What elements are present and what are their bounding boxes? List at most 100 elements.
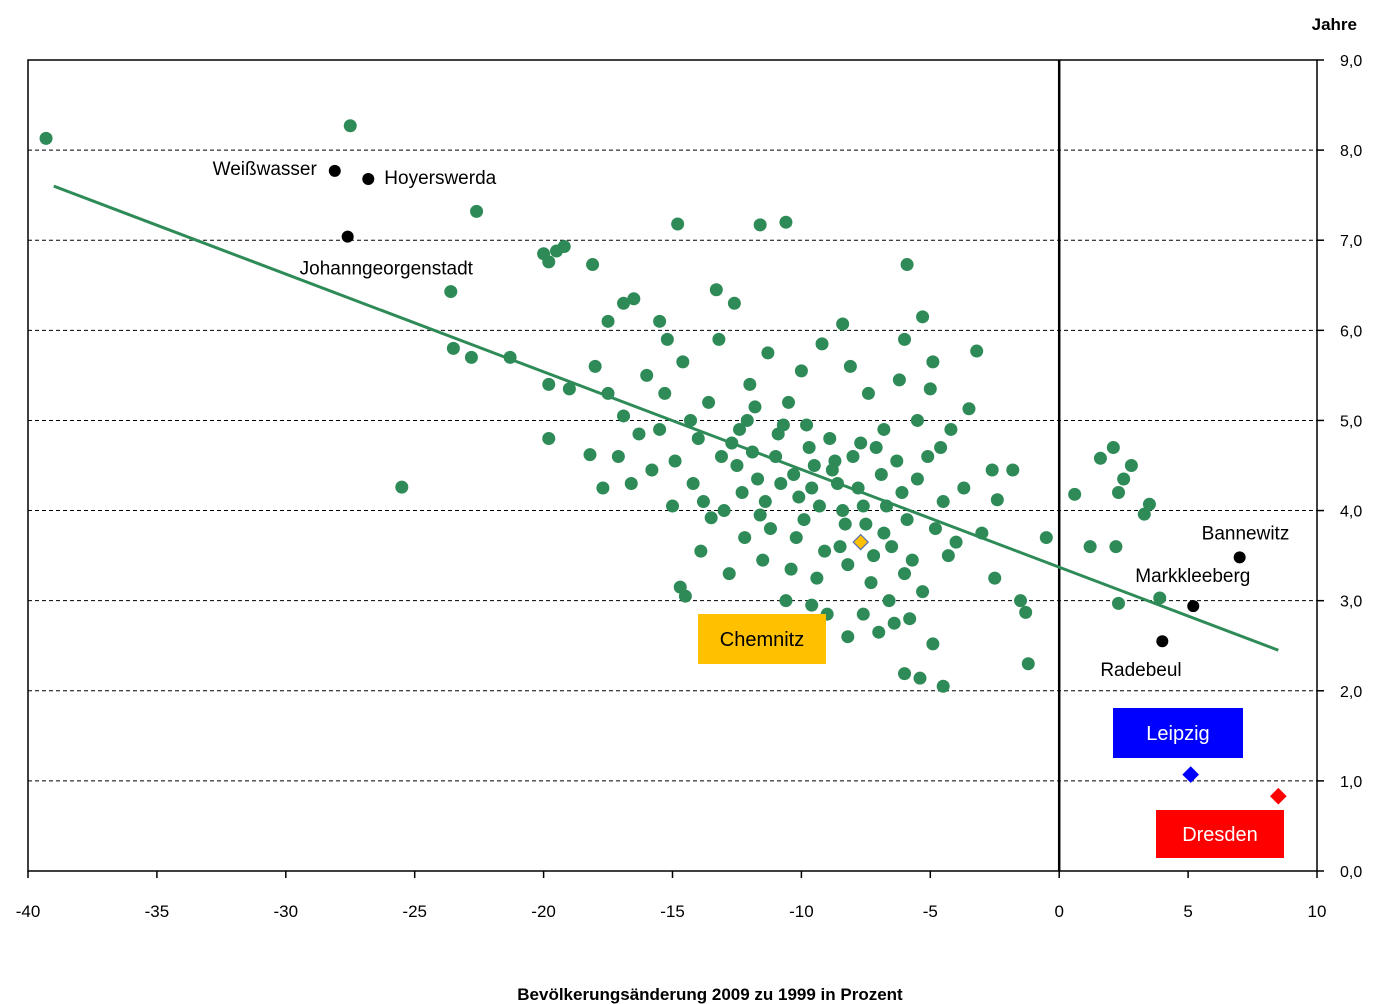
city-box bbox=[1156, 810, 1284, 858]
x-tick-label: -5 bbox=[923, 902, 938, 921]
city-box-label: Dresden bbox=[1182, 824, 1258, 846]
x-tick-label: -15 bbox=[660, 902, 685, 921]
data-point bbox=[846, 449, 860, 463]
data-point bbox=[1019, 605, 1033, 619]
labeled-point bbox=[341, 230, 354, 243]
data-point bbox=[740, 413, 754, 427]
data-point bbox=[910, 472, 924, 486]
data-point bbox=[913, 671, 927, 685]
data-point bbox=[617, 409, 631, 423]
data-point bbox=[877, 526, 891, 540]
data-point bbox=[753, 508, 767, 522]
data-point bbox=[660, 332, 674, 346]
data-point bbox=[395, 480, 409, 494]
y-tick-label: 7,0 bbox=[1340, 233, 1362, 250]
data-point bbox=[727, 296, 741, 310]
data-point bbox=[887, 616, 901, 630]
data-point bbox=[970, 344, 984, 358]
data-point bbox=[733, 422, 747, 436]
data-point bbox=[836, 504, 850, 518]
data-point bbox=[446, 341, 460, 355]
city-marker bbox=[1182, 766, 1200, 783]
labeled-point bbox=[362, 172, 375, 185]
data-point bbox=[885, 540, 899, 554]
data-point bbox=[771, 427, 785, 441]
x-tick-label: -30 bbox=[274, 902, 299, 921]
data-point bbox=[962, 402, 976, 416]
data-point bbox=[859, 517, 873, 531]
data-point bbox=[751, 472, 765, 486]
data-point bbox=[583, 448, 597, 462]
data-point bbox=[624, 477, 638, 491]
x-tick-label: -20 bbox=[531, 902, 556, 921]
data-point bbox=[926, 355, 940, 369]
y-axis-title: Jahre bbox=[1312, 15, 1357, 34]
data-point bbox=[748, 400, 762, 414]
x-tick-label: 5 bbox=[1183, 902, 1192, 921]
data-point bbox=[678, 589, 692, 603]
data-point bbox=[743, 377, 757, 391]
data-point bbox=[856, 499, 870, 513]
data-point bbox=[470, 204, 484, 218]
data-point bbox=[794, 364, 808, 378]
data-point bbox=[601, 314, 615, 328]
data-point bbox=[1137, 507, 1151, 521]
data-point bbox=[586, 258, 600, 272]
city-label: Bannewitz bbox=[1202, 523, 1290, 544]
data-point bbox=[882, 594, 896, 608]
data-point bbox=[640, 368, 654, 382]
data-point bbox=[895, 486, 909, 500]
data-point bbox=[807, 459, 821, 472]
data-point bbox=[1014, 594, 1028, 608]
data-point bbox=[825, 463, 839, 477]
data-point bbox=[779, 594, 793, 608]
x-tick-label: -40 bbox=[16, 902, 41, 921]
data-point bbox=[782, 395, 796, 409]
highlighted-cities: Chemnitz Leipzig Dresden bbox=[698, 533, 1287, 858]
city-marker bbox=[852, 533, 870, 551]
data-point bbox=[941, 549, 955, 563]
data-point bbox=[1111, 486, 1125, 500]
x-axis-ticks: -40 -35 -30 -25 -20 -15 -10 -5 0 5 10 bbox=[16, 871, 1327, 921]
data-point bbox=[542, 255, 556, 269]
data-point bbox=[709, 283, 723, 297]
data-point bbox=[1021, 657, 1035, 671]
data-point bbox=[671, 217, 685, 231]
data-point bbox=[864, 576, 878, 590]
city-box-label: Leipzig bbox=[1146, 723, 1209, 745]
data-point bbox=[916, 310, 930, 324]
data-point bbox=[944, 422, 958, 436]
data-point bbox=[717, 504, 731, 518]
data-point bbox=[653, 314, 667, 328]
data-point bbox=[658, 386, 672, 400]
data-point bbox=[800, 418, 814, 432]
data-point bbox=[898, 567, 912, 581]
data-point bbox=[774, 477, 788, 491]
data-point bbox=[758, 495, 772, 509]
data-point bbox=[836, 317, 850, 331]
data-point bbox=[714, 449, 728, 463]
city-label: Johanngeorgenstadt bbox=[300, 259, 474, 280]
data-point bbox=[877, 422, 891, 436]
data-point bbox=[1117, 472, 1131, 486]
data-point bbox=[903, 612, 917, 626]
data-point bbox=[645, 463, 659, 477]
data-point bbox=[676, 355, 690, 369]
data-point bbox=[691, 431, 705, 445]
data-point bbox=[1142, 497, 1156, 511]
data-point bbox=[890, 454, 904, 468]
city-box bbox=[698, 614, 826, 664]
data-point bbox=[1124, 459, 1138, 472]
data-point bbox=[779, 215, 793, 229]
data-point bbox=[668, 454, 682, 468]
x-tick-label: -10 bbox=[789, 902, 814, 921]
data-point bbox=[856, 607, 870, 621]
labeled-point bbox=[1233, 551, 1246, 564]
data-point bbox=[784, 562, 798, 576]
data-point bbox=[557, 240, 571, 254]
labeled-point bbox=[1187, 600, 1200, 613]
city-label: Markkleeberg bbox=[1135, 566, 1250, 587]
x-tick-label: 10 bbox=[1308, 902, 1327, 921]
data-point bbox=[617, 296, 631, 310]
